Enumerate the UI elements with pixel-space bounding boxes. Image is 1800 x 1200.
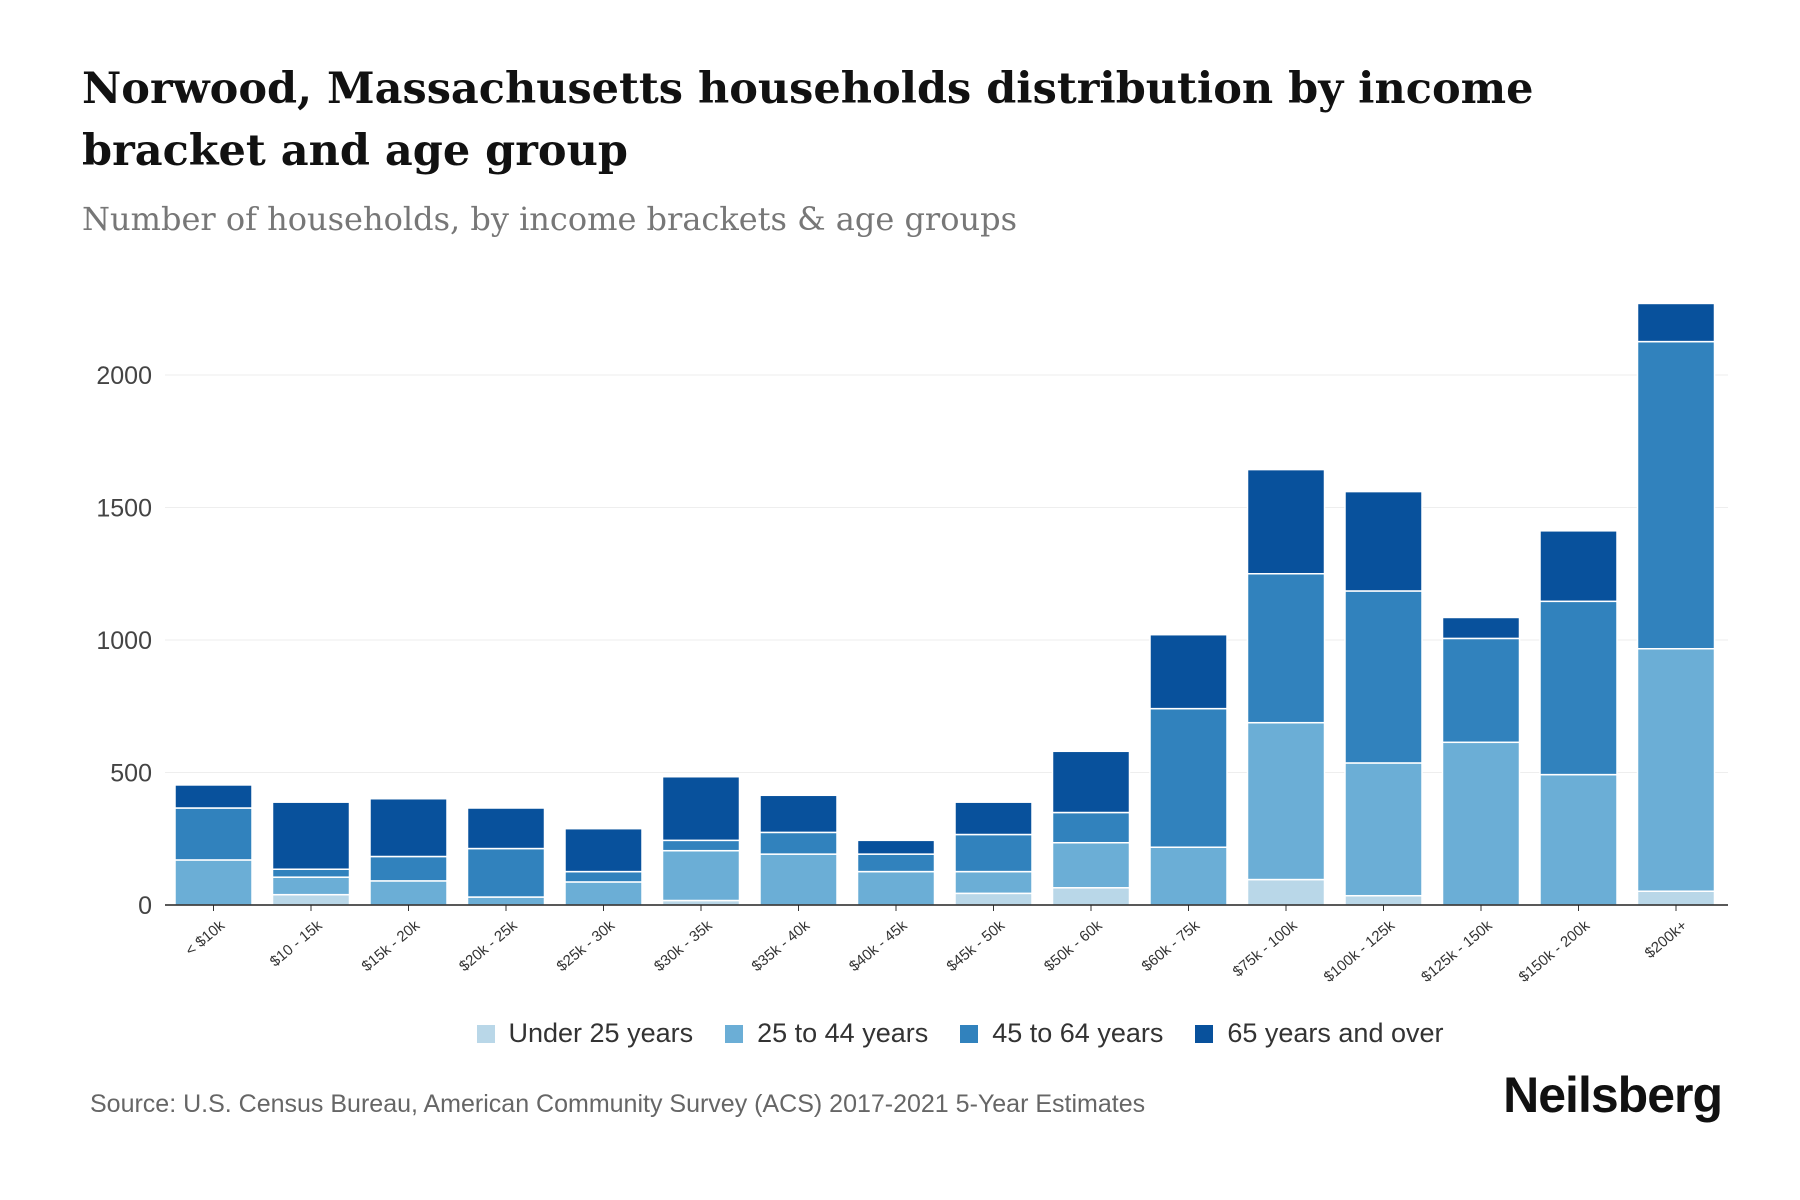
x-tick-label: $35k - 40k: [748, 917, 813, 975]
bar-segment-65-years-and-over: [1441, 616, 1521, 640]
legend-label: 65 years and over: [1227, 1018, 1444, 1048]
y-tick-label: 0: [138, 892, 152, 920]
legend-item: 65 years and over: [1195, 1018, 1444, 1049]
legend-swatch: [1195, 1024, 1214, 1043]
bar-segment-under-25-years: [1246, 878, 1326, 906]
bar-segment-45-to-64-years: [856, 853, 936, 873]
bar-segment-25-to-44-years: [1344, 762, 1423, 897]
bar-segment-65-years-and-over: [174, 784, 253, 809]
bar-segment-25-to-44-years: [1149, 846, 1228, 906]
x-tick-label: $25k - 30k: [553, 917, 618, 975]
bar-segment-65-years-and-over: [1344, 490, 1423, 592]
bar-segment-45-to-64-years: [1441, 637, 1521, 744]
bar-segment-45-to-64-years: [759, 831, 838, 855]
bar-segment-25-to-44-years: [369, 880, 448, 906]
x-tick-label: $15k - 20k: [358, 917, 423, 975]
legend-item: 45 to 64 years: [960, 1018, 1163, 1049]
legend-swatch: [476, 1024, 495, 1043]
legend-label: 25 to 44 years: [757, 1018, 929, 1048]
legend-swatch: [960, 1024, 979, 1043]
chart-subtitle: Number of households, by income brackets…: [82, 200, 1017, 238]
bar-segment-25-to-44-years: [1246, 721, 1326, 881]
bar-segment-45-to-64-years: [1246, 573, 1326, 724]
x-tick-label: $20k - 25k: [456, 917, 521, 975]
chart-title: Norwood, Massachusetts households distri…: [82, 64, 1534, 176]
legend: Under 25 years 25 to 44 years 45 to 64 yea…: [0, 1018, 1800, 1049]
bar-segment-45-to-64-years: [1344, 590, 1423, 764]
bar-segment-25-to-44-years: [759, 853, 838, 906]
bar-segment-25-to-44-years: [1441, 741, 1521, 906]
bar-segment-under-25-years: [1051, 887, 1131, 906]
x-tick-label: $45k - 50k: [943, 917, 1008, 975]
bar-segment-45-to-64-years: [1539, 600, 1618, 776]
bar-segment-65-years-and-over: [1636, 302, 1716, 343]
bar-segment-45-to-64-years: [661, 839, 741, 852]
bar-segment-25-to-44-years: [954, 870, 1033, 895]
x-tick-label: $10 - 15k: [267, 917, 326, 971]
bar-segment-25-to-44-years: [1051, 841, 1131, 889]
bar-segment-65-years-and-over: [1539, 530, 1618, 603]
bar-segment-45-to-64-years: [271, 868, 351, 878]
x-tick-label: $30k - 35k: [651, 917, 716, 975]
bar-segment-45-to-64-years: [369, 855, 448, 882]
bar-segment-25-to-44-years: [564, 881, 643, 906]
bar-segment-45-to-64-years: [954, 833, 1033, 873]
bar-segment-under-25-years: [954, 892, 1033, 906]
x-tick-label: < $10k: [182, 917, 228, 960]
bar-segment-25-to-44-years: [466, 896, 546, 906]
bar-segment-65-years-and-over: [1246, 468, 1326, 575]
bar-segment-45-to-64-years: [1051, 811, 1131, 844]
bar-segment-under-25-years: [1344, 894, 1423, 906]
bar-segment-65-years-and-over: [1149, 633, 1228, 710]
neilsberg-logo: Neilsberg: [1503, 1067, 1723, 1123]
legend-swatch: [725, 1024, 744, 1043]
bar-segment-25-to-44-years: [1636, 647, 1716, 892]
bar-segment-65-years-and-over: [759, 794, 838, 834]
bar-segment-65-years-and-over: [466, 807, 546, 850]
bar-segment-65-years-and-over: [661, 775, 741, 842]
legend-item: 25 to 44 years: [725, 1018, 928, 1049]
y-tick-label: 2000: [96, 362, 152, 390]
bar-segment-45-to-64-years: [564, 870, 643, 883]
bar-segment-45-to-64-years: [174, 807, 253, 861]
bar-segment-45-to-64-years: [1149, 707, 1228, 848]
legend-item: Under 25 years: [476, 1018, 694, 1049]
bar-segment-25-to-44-years: [1539, 773, 1618, 906]
bar-segment-65-years-and-over: [271, 801, 351, 870]
bar-segment-25-to-44-years: [661, 849, 741, 902]
bar-segment-45-to-64-years: [1636, 340, 1716, 650]
x-tick-label: $150k - 200k: [1516, 917, 1594, 986]
bar-segment-under-25-years: [271, 893, 351, 906]
x-tick-label: $125k - 150k: [1418, 917, 1496, 986]
x-tick-label: $60k - 75k: [1138, 917, 1203, 975]
x-tick-label: $75k - 100k: [1230, 917, 1301, 981]
bar-segment-25-to-44-years: [174, 859, 253, 906]
legend-label: 45 to 64 years: [992, 1018, 1164, 1048]
bar-segment-25-to-44-years: [271, 876, 351, 896]
legend-label: Under 25 years: [508, 1018, 694, 1048]
bar-segment-65-years-and-over: [1051, 750, 1131, 814]
y-tick-label: 1500: [96, 495, 152, 523]
source-note: Source: U.S. Census Bureau, American Com…: [90, 1090, 1146, 1118]
bar-segment-under-25-years: [1636, 890, 1716, 906]
bar-segment-45-to-64-years: [466, 847, 546, 898]
x-tick-label: $200k+: [1642, 917, 1691, 962]
x-tick-label: $40k - 45k: [846, 917, 911, 975]
bar-segment-65-years-and-over: [369, 797, 448, 858]
bar-segment-65-years-and-over: [856, 839, 936, 855]
x-tick-label: $100k - 125k: [1321, 917, 1399, 986]
x-tick-label: $50k - 60k: [1041, 917, 1106, 975]
bar-segment-25-to-44-years: [856, 870, 936, 906]
bar-segment-65-years-and-over: [564, 827, 643, 873]
y-tick-label: 1000: [96, 627, 152, 655]
y-tick-label: 500: [110, 760, 152, 788]
bar-segment-65-years-and-over: [954, 801, 1033, 836]
